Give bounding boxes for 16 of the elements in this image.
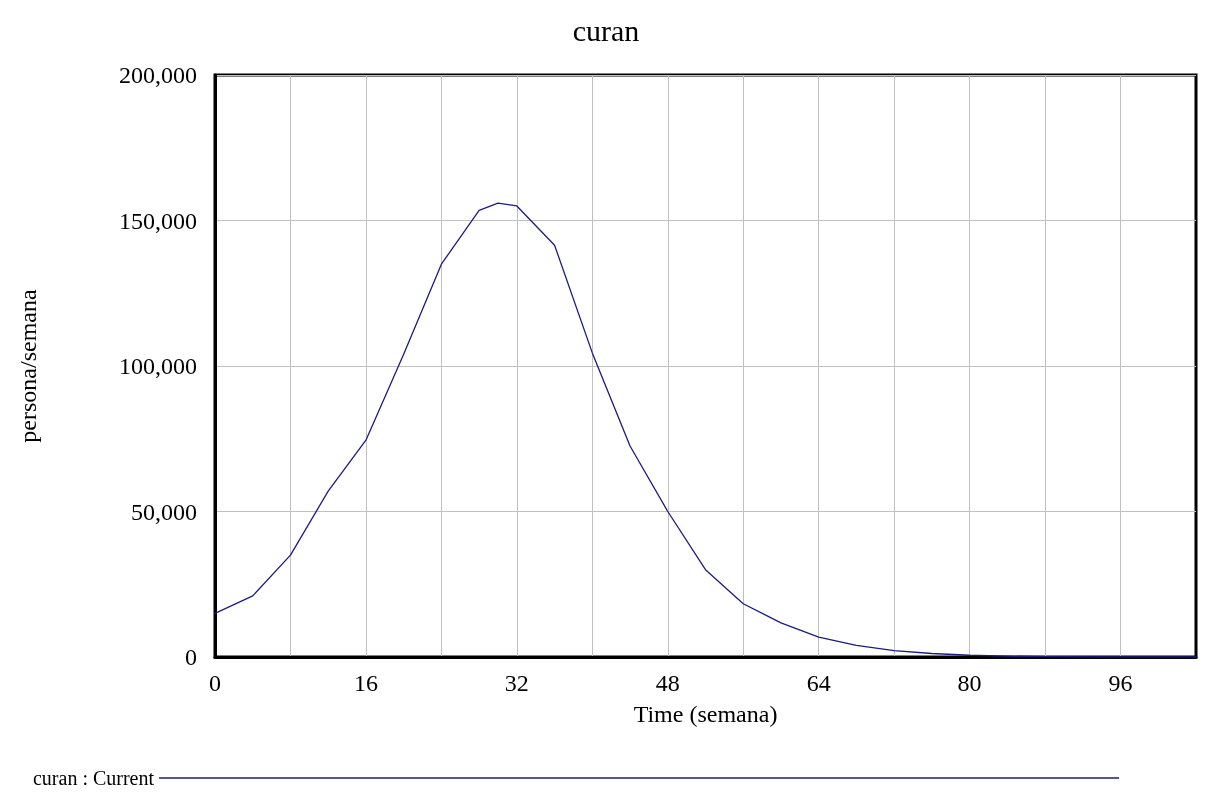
y-tick-label: 200,000 (119, 62, 197, 88)
x-tick-label: 48 (655, 670, 680, 696)
x-tick-label: 64 (806, 670, 831, 696)
chart-title: curan (572, 13, 640, 47)
x-tick-label: 0 (209, 670, 221, 696)
text: curan : Current (32, 767, 155, 789)
y-axis-title: persona/semana (15, 289, 41, 443)
y-tick-label: 150,000 (119, 207, 197, 234)
x-tick-label: 96 (1108, 670, 1133, 696)
x-tick-label: 16 (353, 670, 378, 696)
y-tick-label: 100,000 (119, 353, 197, 379)
x-tick-label: 32 (504, 670, 529, 696)
x-tick-label: 80 (957, 670, 982, 696)
y-tick-label: 0 (185, 644, 197, 670)
x-axis-title: Time (semana) (633, 701, 778, 727)
y-tick-label: 50,000 (131, 498, 197, 525)
